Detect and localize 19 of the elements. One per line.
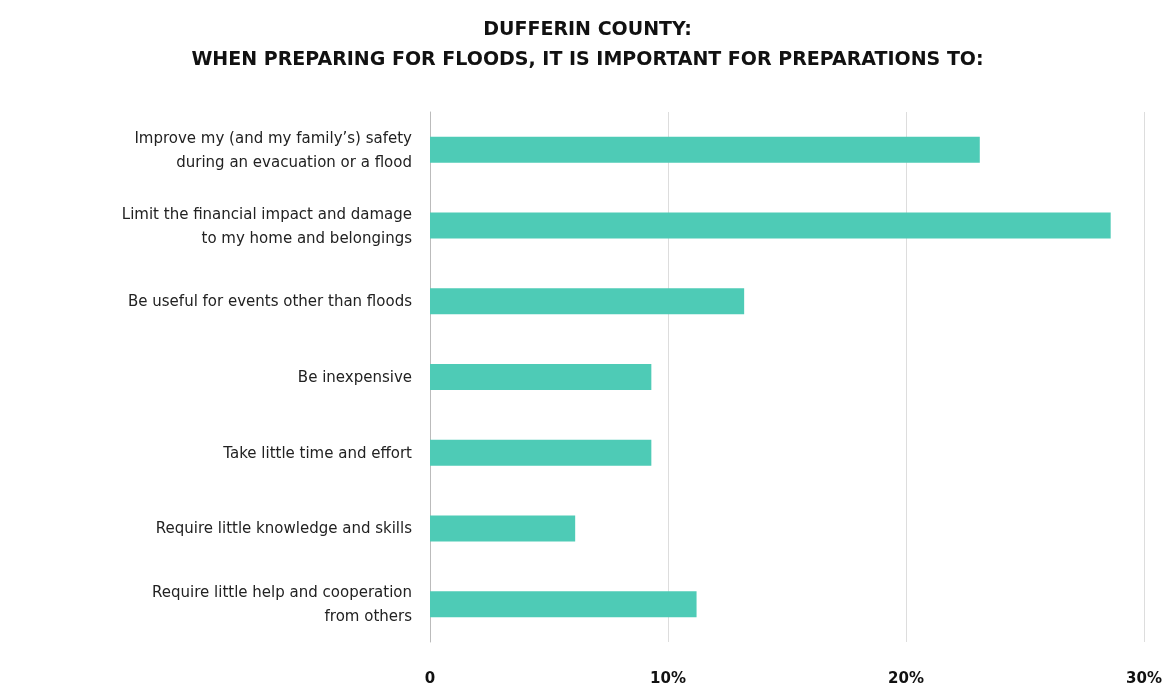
y-tick-label: Improve my (and my family’s) safety during an evacuation or a flood	[134, 128, 413, 171]
bar	[430, 136, 980, 163]
x-tick-label: 20%	[888, 668, 924, 687]
bar	[430, 439, 652, 466]
x-tick-label: 30%	[1126, 668, 1162, 687]
x-tick-label: 10%	[650, 668, 686, 687]
bar	[430, 515, 576, 542]
y-tick-label: Be inexpensive	[297, 368, 412, 386]
bar	[430, 212, 1111, 239]
bar	[430, 364, 652, 390]
y-tick-label: Require little help and cooperation from others	[152, 583, 413, 626]
y-tick-label: Limit the financial impact and damage to my home and belongings	[121, 204, 413, 247]
y-tick-label: Be useful for events other than floods	[128, 292, 413, 311]
y-tick-label: Require little knowledge and skills	[155, 519, 413, 538]
x-tick-label: 0	[424, 668, 436, 687]
y-tick-label: Take little time and effort	[222, 443, 413, 462]
bar	[430, 591, 697, 618]
bar	[430, 288, 745, 315]
chart-title: DUFFERIN COUNTY: WHEN PREPARING FOR FLOODS, IT IS IMPORTANT FOR PREPARATIONS TO:	[191, 17, 984, 69]
